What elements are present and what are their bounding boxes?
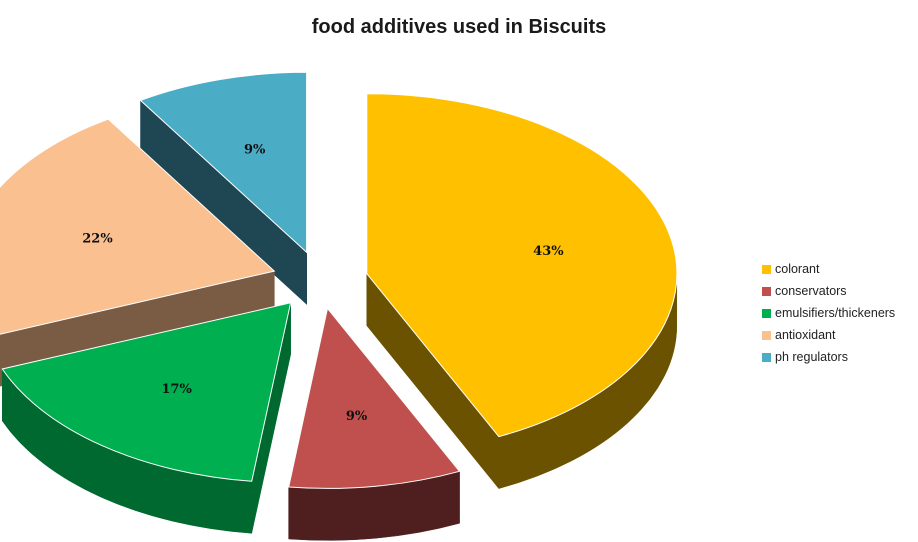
legend-swatch [762, 330, 771, 340]
chart-title: food additives used in Biscuits [311, 16, 607, 38]
data-label-colorant: 43% [533, 244, 564, 259]
legend-swatch [762, 308, 771, 318]
legend-item-conservators: conservators [762, 280, 895, 302]
legend-label: colorant [775, 262, 820, 276]
pie-data-labels: 43% 9% 17% 22% 9% [82, 143, 564, 425]
data-label-emulsifiers-thickeners: 17% [161, 382, 192, 397]
data-label-ph-regulators: 9% [244, 143, 266, 158]
legend-label: conservators [775, 284, 847, 298]
data-label-conservators: 9% [346, 409, 368, 424]
legend-label: ph regulators [775, 350, 848, 364]
legend-label: antioxidant [775, 328, 836, 342]
legend-item-colorant: colorant [762, 258, 895, 280]
data-label-antioxidant: 22% [82, 232, 113, 247]
legend-swatch [762, 264, 771, 274]
slice-colorant [366, 93, 678, 438]
pie-slices [0, 71, 678, 489]
legend-item-antioxidant: antioxidant [762, 324, 895, 346]
legend-label: emulsifiers/thickeners [775, 306, 896, 320]
slice-ph-regulators [139, 71, 308, 254]
legend: colorant conservators emulsifiers/thicke… [762, 258, 895, 368]
legend-swatch [762, 352, 771, 362]
slice-emulsifiers-thickeners [1, 302, 292, 482]
slice-conservators [288, 307, 461, 489]
legend-swatch [762, 286, 771, 296]
legend-item-emulsifiers-thickeners: emulsifiers/thickeners [762, 302, 895, 324]
legend-item-ph-regulators: ph regulators [762, 346, 895, 368]
slice-antioxidant [0, 118, 276, 335]
